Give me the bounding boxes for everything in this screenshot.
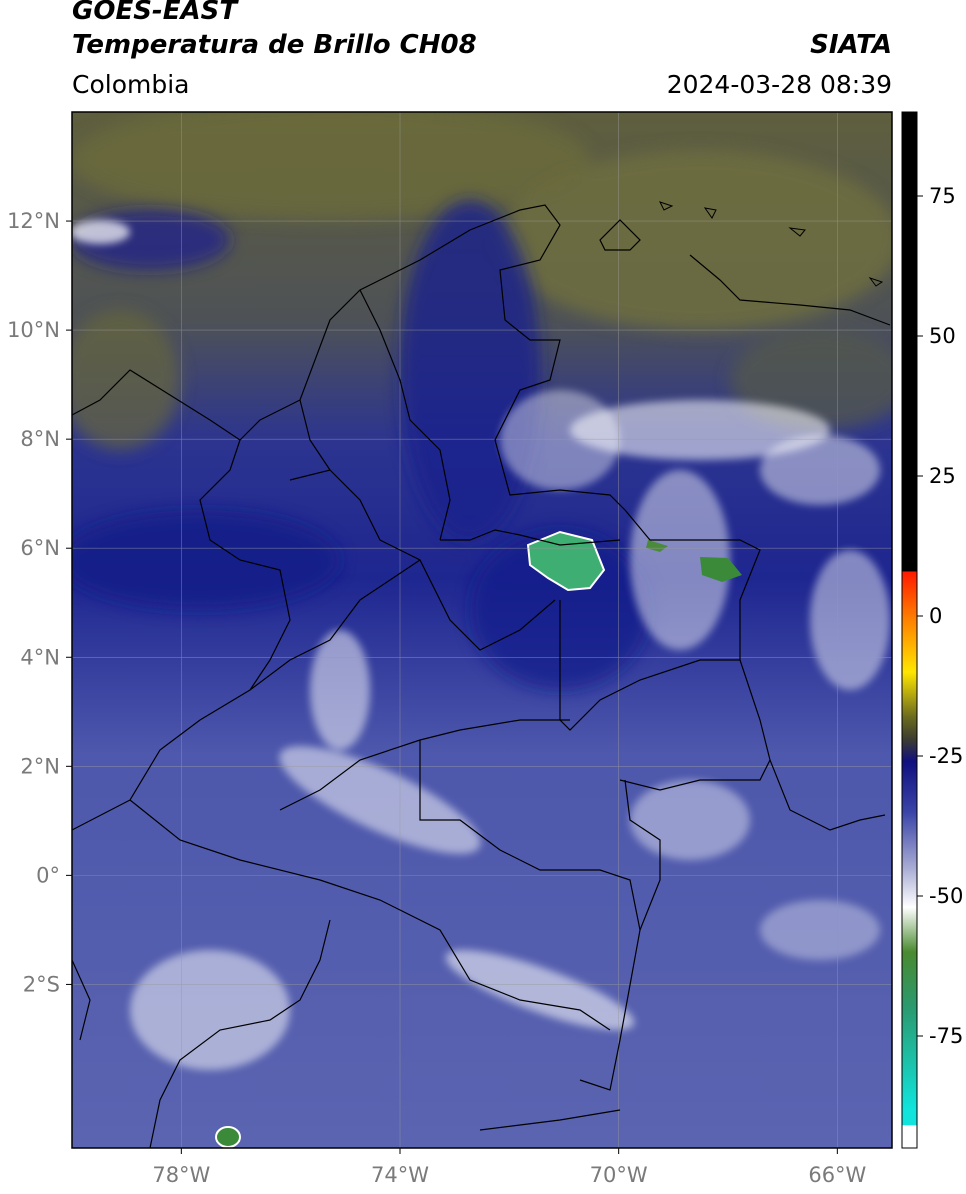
- satellite-image: [72, 112, 892, 1148]
- colorbar-tick-label: -75: [929, 1024, 963, 1048]
- borders: [72, 204, 891, 1148]
- border-dept-8: [619, 759, 771, 791]
- lat-tick-label: 10°N: [7, 318, 60, 342]
- colorbar-tick-label: -25: [929, 744, 963, 768]
- cold-cloud-areas: [72, 220, 890, 1070]
- lon-tick-label: 66°W: [808, 1163, 866, 1187]
- lat-tick-label: 2°N: [20, 754, 60, 778]
- border-dept-11: [299, 399, 331, 471]
- colorbar-ticks: 75 50 25 0 -25 -50 -75: [917, 184, 963, 1048]
- lon-tick-label: 70°W: [590, 1163, 648, 1187]
- dry-air-areas: [72, 112, 892, 450]
- colorbar-tick-label: 50: [929, 324, 956, 348]
- border-main: [72, 204, 886, 831]
- border-dept-9: [624, 779, 661, 931]
- region-label: Colombia: [72, 70, 190, 99]
- colorbar-tick-label: 25: [929, 464, 956, 488]
- lon-tick-label: 78°W: [152, 1163, 210, 1187]
- colorbar-tick-label: -50: [929, 884, 963, 908]
- very-cold-cores: [215, 530, 742, 1148]
- border-dept-7: [129, 799, 611, 1031]
- graticule: [72, 112, 892, 1148]
- satellite-title: GOES-EAST: [72, 0, 238, 26]
- lat-tick-label: 12°N: [7, 209, 60, 233]
- timestamp-label: 2024-03-28 08:39: [666, 70, 892, 99]
- colorbar-tick-label: 0: [929, 604, 942, 628]
- lat-tick-label: 0°: [36, 863, 60, 887]
- map-frame: [71, 111, 893, 1149]
- lat-tick-label: 6°N: [20, 536, 60, 560]
- lat-tick-label: 2°S: [23, 972, 60, 996]
- latitude-ticks: 12°N 10°N 8°N 6°N 4°N 2°N 0° 2°S: [7, 209, 72, 996]
- border-coast-pacific: [72, 799, 131, 831]
- border-dept-4: [129, 559, 421, 801]
- border-ecuador-coast: [72, 959, 91, 1041]
- lat-tick-label: 8°N: [20, 427, 60, 451]
- border-dept-12: [359, 289, 451, 541]
- islands: [659, 201, 884, 287]
- lat-tick-label: 4°N: [20, 645, 60, 669]
- border-paraguana: [599, 219, 641, 251]
- colorbar-tick-label: 75: [929, 184, 956, 208]
- border-dept-6: [419, 740, 641, 1091]
- colorbar: [901, 111, 918, 1149]
- longitude-ticks: 78°W 74°W 70°W 66°W: [152, 1148, 867, 1187]
- border-ecuador-peru: [149, 919, 331, 1148]
- brand-label: SIATA: [810, 30, 892, 60]
- product-title: Temperatura de Brillo CH08: [72, 30, 477, 60]
- border-dept-10: [199, 439, 291, 691]
- lon-tick-label: 74°W: [371, 1163, 429, 1187]
- border-dept-1: [440, 529, 621, 546]
- border-brazil: [479, 1109, 621, 1131]
- border-venezuela-coast: [689, 254, 891, 326]
